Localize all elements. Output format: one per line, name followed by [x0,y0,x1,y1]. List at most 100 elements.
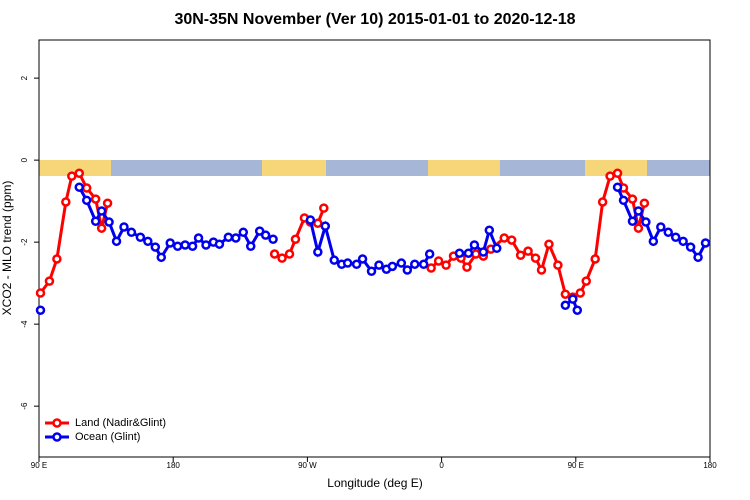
data-point [612,182,623,192]
x-tick-label: 0 [439,461,444,470]
y-axis-label: XCO2 - MLO trend (ppm) [0,181,14,316]
data-point [44,276,55,286]
data-point [329,255,339,265]
data-point [499,233,509,243]
data-point [366,266,377,277]
data-point [111,236,122,247]
data-point [506,235,517,245]
series-line [77,186,707,311]
x-tick-label: 90 E [31,461,47,470]
data-point [96,223,107,233]
data-point [180,240,190,250]
data-point [515,250,526,261]
land-patch [585,160,647,176]
data-point [96,206,107,216]
data-point [268,234,278,245]
data-point [126,227,137,238]
data-point [284,249,295,259]
data-point [260,230,271,240]
ocean-strip [39,160,710,176]
data-point [471,249,481,259]
chart-title: 30N-35N November (Ver 10) 2015-01-01 to … [174,11,575,28]
x-tick-label: 180 [167,461,181,470]
data-point [81,195,92,206]
data-point [462,262,472,272]
data-point [656,222,666,232]
legend-marker [52,432,62,442]
data-point [402,265,413,275]
data-point [605,171,615,181]
data-point [67,171,77,181]
land-patch [428,160,500,176]
data-point [633,223,644,233]
data-point [424,249,435,259]
data-point [201,240,211,250]
data-point [150,242,161,252]
data-point [426,263,436,273]
data-point [214,239,225,249]
data-point [663,227,673,238]
data-point [313,218,323,229]
data-point [560,289,571,299]
data-point [454,248,465,258]
data-point [463,248,474,258]
data-point [61,197,71,207]
data-point [187,241,198,251]
data-point [156,252,167,263]
data-point [469,240,480,250]
data-point [536,265,547,275]
data-point [670,232,681,242]
data-point [143,236,153,247]
data-point [305,215,316,225]
data-point [351,259,362,270]
land-patch [39,160,111,176]
data-point [342,258,353,268]
data-point [102,198,113,208]
data-point [627,194,638,204]
x-tick-label: 90 E [568,461,584,470]
data-point [90,216,101,226]
data-point [590,254,600,264]
data-point [193,233,204,243]
data-point [633,206,644,216]
data-point [478,247,489,257]
data-point [572,305,583,315]
data-point [35,288,46,298]
data-point [81,183,92,193]
data-point [693,252,703,263]
data-point [90,194,101,204]
data-point [320,221,331,231]
y-tick-label: 0 [20,157,29,162]
land-ocean-strip [39,160,710,176]
data-point [597,197,608,207]
data-point [612,168,623,179]
data-point [627,216,638,226]
data-point [290,234,301,245]
y-tick-label: 2 [20,75,29,80]
legend-label: Ocean (Glint) [75,431,140,443]
data-point [581,276,591,286]
data-point [254,226,265,236]
data-point [418,259,429,270]
data-point [223,232,234,242]
plot-frame [38,39,711,458]
data-point [245,241,256,251]
y-tick-label: -2 [20,238,29,246]
data-point [52,254,62,264]
data-point [685,242,696,252]
data-point [484,225,495,236]
data-point [553,260,563,270]
data-point [544,239,554,249]
data-point [269,249,280,259]
legend-marker [52,418,62,428]
data-point [568,294,578,304]
data-point [530,253,541,263]
data-point [104,217,114,227]
data-point [74,168,85,179]
data-point [575,288,586,298]
data-point [238,227,249,238]
data-point [433,256,444,266]
data-point [357,254,368,264]
data-point [135,232,146,242]
